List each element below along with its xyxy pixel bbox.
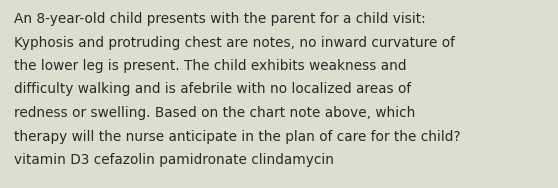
Text: the lower leg is present. The child exhibits weakness and: the lower leg is present. The child exhi… [14,59,406,73]
Text: redness or swelling. Based on the chart note above, which: redness or swelling. Based on the chart … [14,106,415,120]
Text: Kyphosis and protruding chest are notes, no inward curvature of: Kyphosis and protruding chest are notes,… [14,36,455,49]
Text: therapy will the nurse anticipate in the plan of care for the child?: therapy will the nurse anticipate in the… [14,130,460,143]
Text: difficulty walking and is afebrile with no localized areas of: difficulty walking and is afebrile with … [14,83,411,96]
Text: vitamin D3 cefazolin pamidronate clindamycin: vitamin D3 cefazolin pamidronate clindam… [14,153,334,167]
Text: An 8-year-old child presents with the parent for a child visit:: An 8-year-old child presents with the pa… [14,12,426,26]
